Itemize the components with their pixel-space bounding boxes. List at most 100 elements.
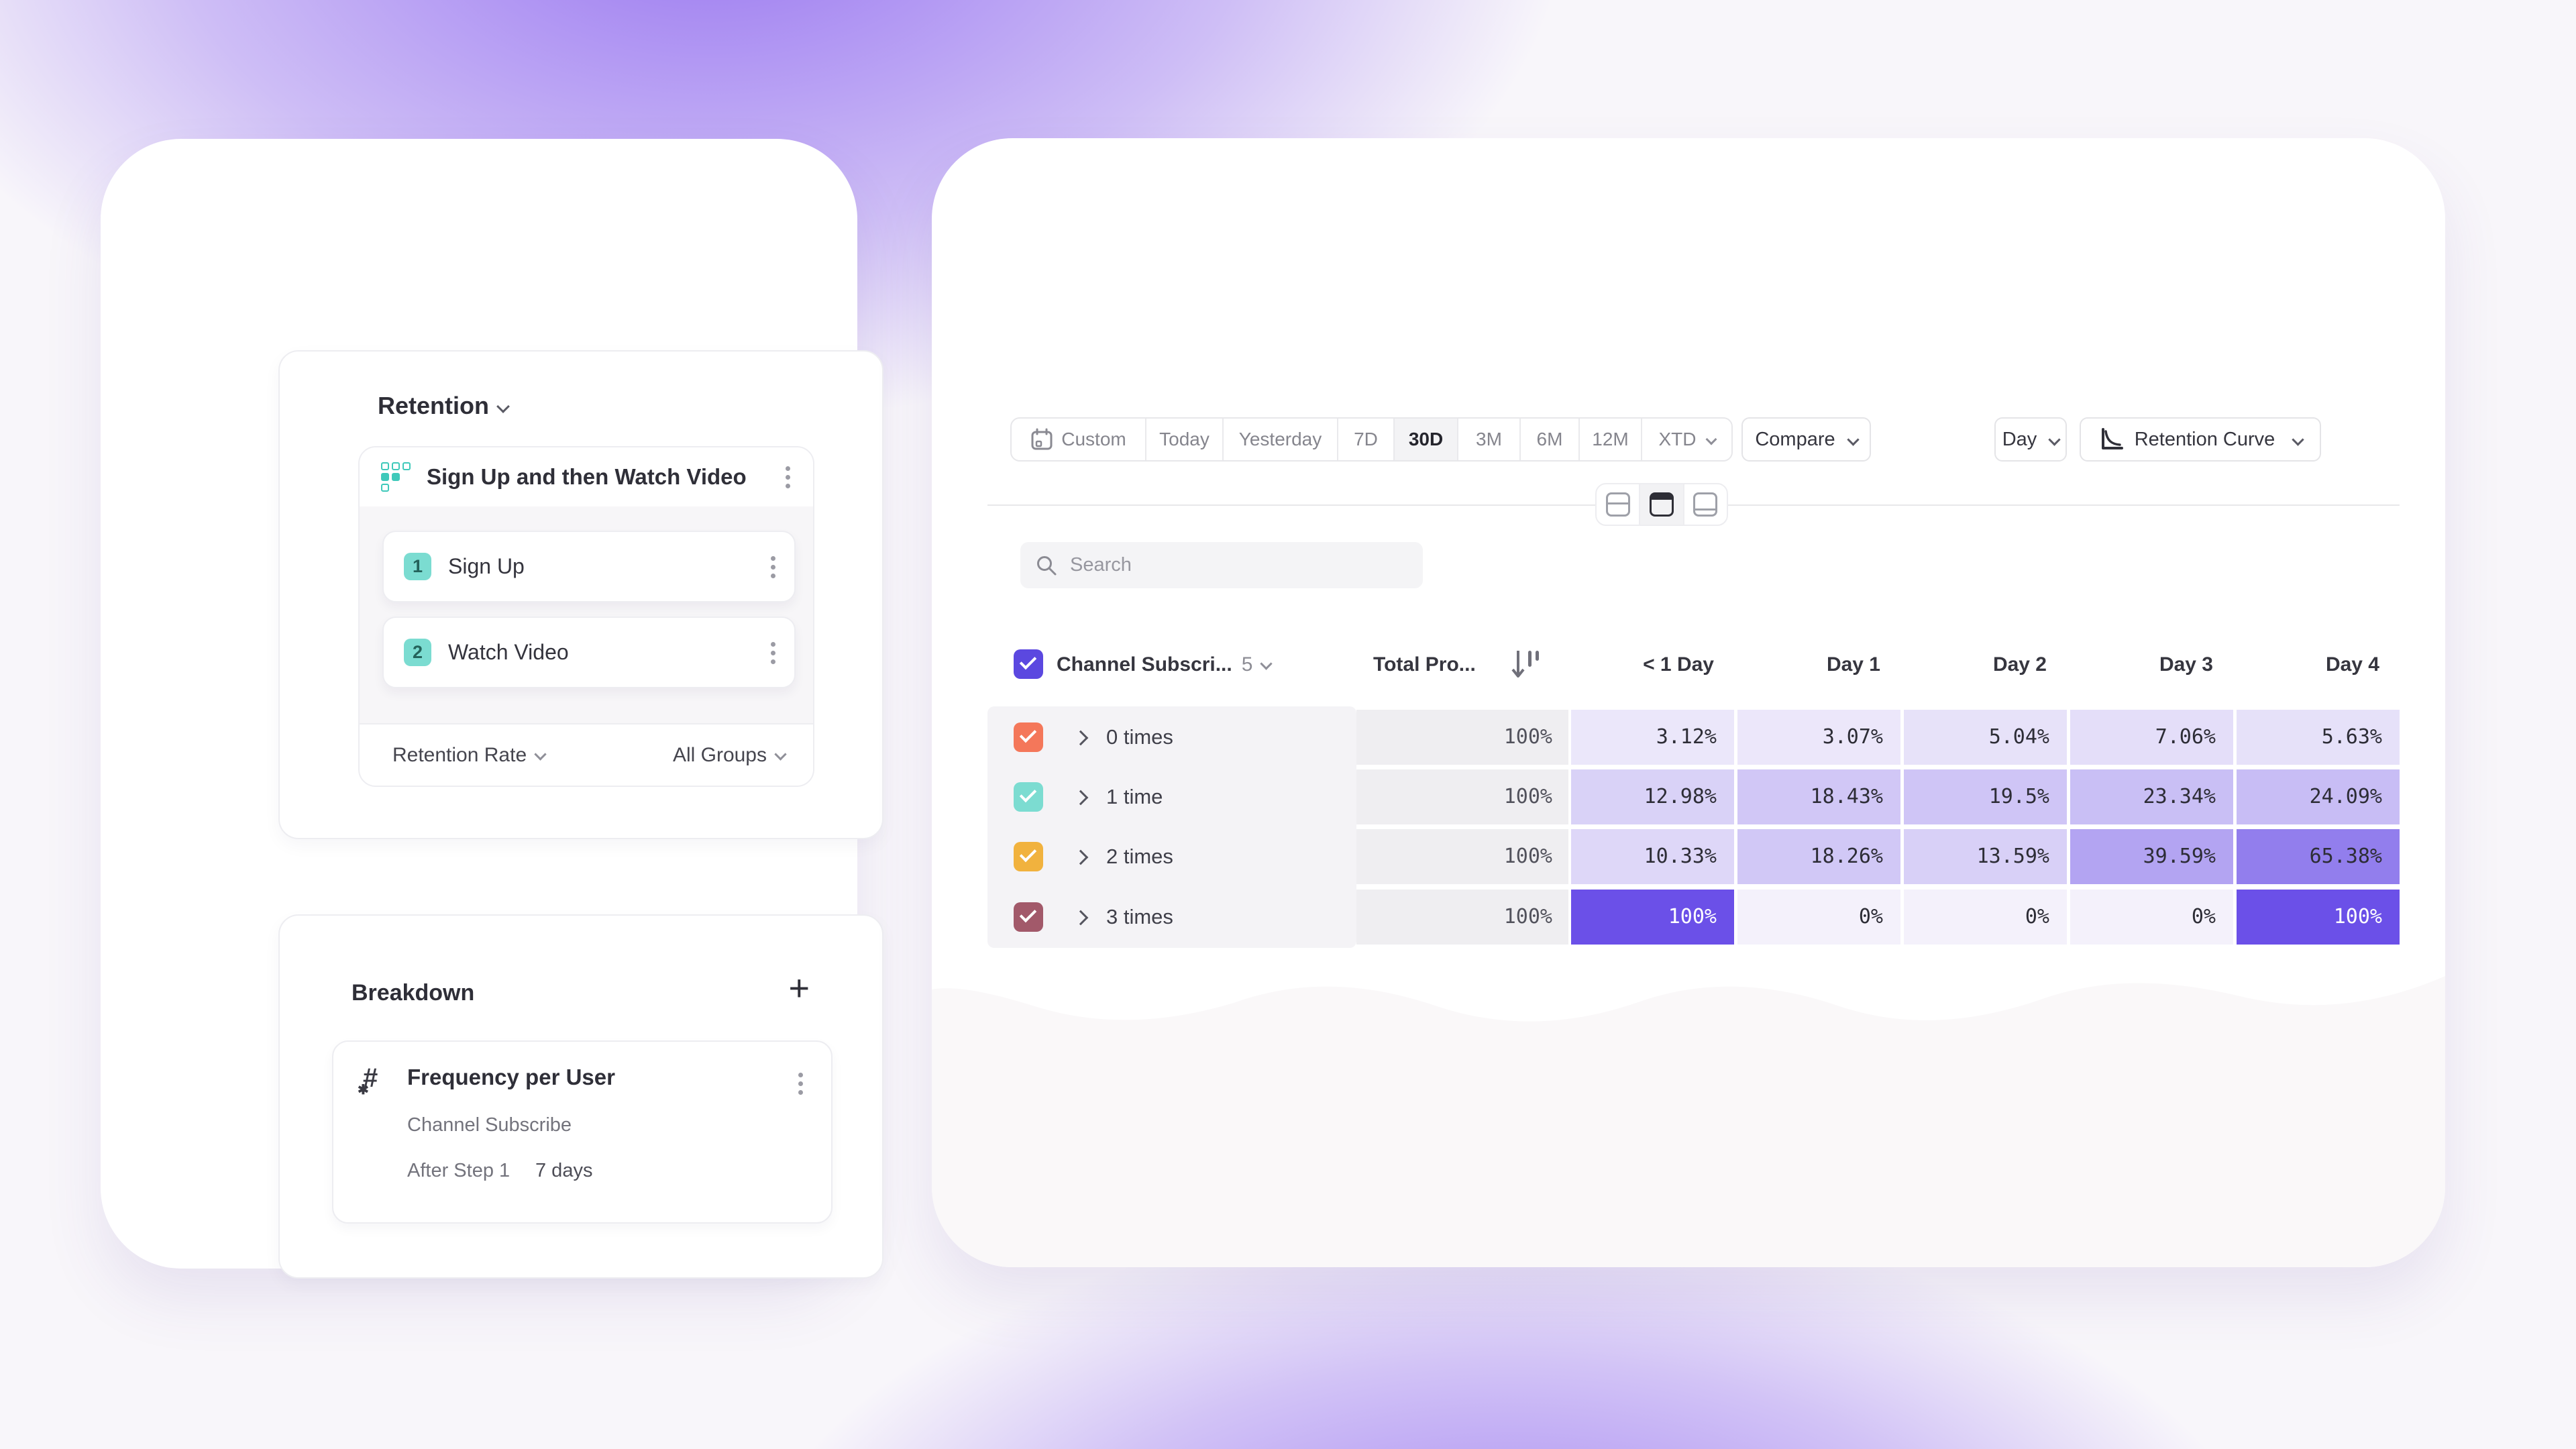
breakdown-item-card[interactable]: # ✱ Frequency per User Channel Subscribe … — [332, 1040, 833, 1224]
measure-selector[interactable]: Retention Rate — [392, 724, 547, 786]
retention-cell[interactable]: 5.04% — [1904, 710, 2067, 765]
funnel-step-1[interactable]: 1 Sign Up — [382, 531, 796, 602]
table-row-1-time: 1 time 100% 12.98% 18.43% 19.5% 23.34% 2… — [932, 769, 2445, 824]
retention-cell[interactable]: 0% — [1737, 890, 1900, 945]
retention-cell[interactable]: 23.34% — [2070, 769, 2233, 824]
retention-cell[interactable]: 7.06% — [2070, 710, 2233, 765]
group-count-badge: 5 — [1241, 653, 1253, 676]
column-header-day1[interactable]: Day 1 — [1826, 653, 1880, 676]
total-column-header[interactable]: Total Pro... — [1373, 653, 1476, 676]
report-type-selector[interactable]: Retention — [378, 392, 510, 420]
granularity-label: Day — [2002, 428, 2037, 450]
breakdown-window[interactable]: 7 days — [535, 1160, 593, 1181]
chart-view-button[interactable] — [1684, 484, 1727, 525]
table-view-icon — [1649, 492, 1674, 517]
retention-cell[interactable]: 24.09% — [2237, 769, 2400, 824]
chevron-down-icon — [496, 400, 510, 413]
chevron-right-icon[interactable] — [1073, 849, 1089, 866]
select-all-checkbox[interactable] — [1014, 649, 1043, 679]
funnel-definition-card: Sign Up and then Watch Video 1 Sign Up 2… — [358, 446, 814, 787]
date-range-today[interactable]: Today — [1146, 419, 1224, 460]
retention-cell[interactable]: 100% — [1571, 890, 1734, 945]
retention-cell[interactable]: 65.38% — [2237, 829, 2400, 884]
retention-cell[interactable]: 19.5% — [1904, 769, 2067, 824]
group-column-header[interactable]: Channel Subscri... 5 — [1057, 648, 1273, 682]
chart-type-label: Retention Curve — [2134, 428, 2275, 450]
split-view-button[interactable] — [1597, 484, 1641, 525]
search-input[interactable] — [1069, 553, 1408, 577]
funnel-step-2[interactable]: 2 Watch Video — [382, 616, 796, 688]
chevron-right-icon[interactable] — [1073, 910, 1089, 926]
breakdown-after-step[interactable]: After Step 1 — [407, 1160, 511, 1181]
table-view-button[interactable] — [1640, 484, 1684, 525]
row-checkbox[interactable] — [1014, 902, 1043, 932]
funnel-steps-area: 1 Sign Up 2 Watch Video — [360, 506, 813, 724]
granularity-button[interactable]: Day — [1994, 417, 2067, 462]
breakdown-title: Breakdown — [352, 980, 475, 1006]
row-checkbox[interactable] — [1014, 782, 1043, 812]
sort-descending-icon[interactable] — [1510, 647, 1541, 683]
date-range-xtd[interactable]: XTD — [1642, 419, 1731, 460]
grid-funnel-icon — [381, 462, 412, 493]
row-checkbox[interactable] — [1014, 722, 1043, 752]
query-builder-panel: Retention Sign Up and then Watch Video 1… — [101, 139, 883, 1279]
retention-cells: 3.12% 3.07% 5.04% 7.06% 5.63% — [1571, 710, 2400, 765]
retention-cell[interactable]: 13.59% — [1904, 829, 2067, 884]
total-cell: 100% — [1356, 829, 1568, 884]
retention-cell[interactable]: 5.63% — [2237, 710, 2400, 765]
groups-label: All Groups — [672, 744, 767, 766]
chevron-down-icon — [1846, 433, 1860, 446]
date-range-yesterday[interactable]: Yesterday — [1224, 419, 1338, 460]
retention-cell[interactable]: 3.12% — [1571, 710, 1734, 765]
compare-button[interactable]: Compare — [1741, 417, 1871, 462]
retention-cell[interactable]: 3.07% — [1737, 710, 1900, 765]
date-range-custom[interactable]: Custom — [1012, 419, 1146, 460]
split-view-icon — [1605, 492, 1630, 517]
chart-type-button[interactable]: Retention Curve — [2080, 417, 2321, 462]
chevron-down-icon — [534, 748, 547, 761]
retention-cell[interactable]: 0% — [1904, 890, 2067, 945]
kebab-menu-icon[interactable] — [794, 1069, 807, 1099]
retention-cell[interactable]: 0% — [2070, 890, 2233, 945]
calendar-icon — [1031, 428, 1053, 450]
date-range-label: Custom — [1061, 429, 1126, 449]
kebab-menu-icon[interactable] — [767, 552, 780, 582]
report-panel: Custom Today Yesterday 7D 30D 3M 6M 12M … — [932, 138, 2445, 1267]
date-range-6m[interactable]: 6M — [1521, 419, 1580, 460]
date-range-30d-selected[interactable]: 30D — [1395, 419, 1458, 460]
groups-selector[interactable]: All Groups — [672, 724, 787, 786]
date-range-12m[interactable]: 12M — [1580, 419, 1642, 460]
step-number-badge: 1 — [404, 553, 431, 580]
date-range-7d[interactable]: 7D — [1338, 419, 1395, 460]
column-header-lt1day[interactable]: < 1 Day — [1643, 653, 1714, 676]
chevron-right-icon[interactable] — [1073, 790, 1089, 806]
date-range-control: Custom Today Yesterday 7D 30D 3M 6M 12M … — [1010, 417, 1733, 462]
breakdown-item-event: Channel Subscribe — [407, 1114, 572, 1136]
table-row-0-times: 0 times 100% 3.12% 3.07% 5.04% 7.06% 5.6… — [932, 710, 2445, 765]
date-range-3m[interactable]: 3M — [1458, 419, 1521, 460]
column-header-day4[interactable]: Day 4 — [2325, 653, 2379, 676]
chevron-right-icon[interactable] — [1073, 730, 1089, 747]
row-label[interactable]: 1 time — [1106, 785, 1163, 808]
retention-cell[interactable]: 100% — [2237, 890, 2400, 945]
breakdown-item-title: Frequency per User — [407, 1065, 615, 1089]
row-label[interactable]: 2 times — [1106, 845, 1173, 868]
retention-cell[interactable]: 18.43% — [1737, 769, 1900, 824]
kebab-menu-icon[interactable] — [767, 638, 780, 668]
column-header-day3[interactable]: Day 3 — [2159, 653, 2213, 676]
retention-cell[interactable]: 10.33% — [1571, 829, 1734, 884]
retention-cell[interactable]: 39.59% — [2070, 829, 2233, 884]
funnel-header[interactable]: Sign Up and then Watch Video — [360, 447, 813, 506]
funnel-title: Sign Up and then Watch Video — [427, 464, 747, 489]
measure-label: Retention Rate — [392, 744, 527, 766]
row-label[interactable]: 3 times — [1106, 905, 1173, 928]
kebab-menu-icon[interactable] — [782, 462, 794, 492]
plus-icon[interactable]: + — [788, 968, 810, 1008]
retention-cell[interactable]: 12.98% — [1571, 769, 1734, 824]
retention-cell[interactable]: 18.26% — [1737, 829, 1900, 884]
column-header-day2[interactable]: Day 2 — [1992, 653, 2047, 676]
row-label[interactable]: 0 times — [1106, 725, 1173, 749]
table-row-2-times: 2 times 100% 10.33% 18.26% 13.59% 39.59%… — [932, 829, 2445, 884]
row-checkbox[interactable] — [1014, 842, 1043, 871]
chevron-down-icon — [2048, 433, 2061, 446]
